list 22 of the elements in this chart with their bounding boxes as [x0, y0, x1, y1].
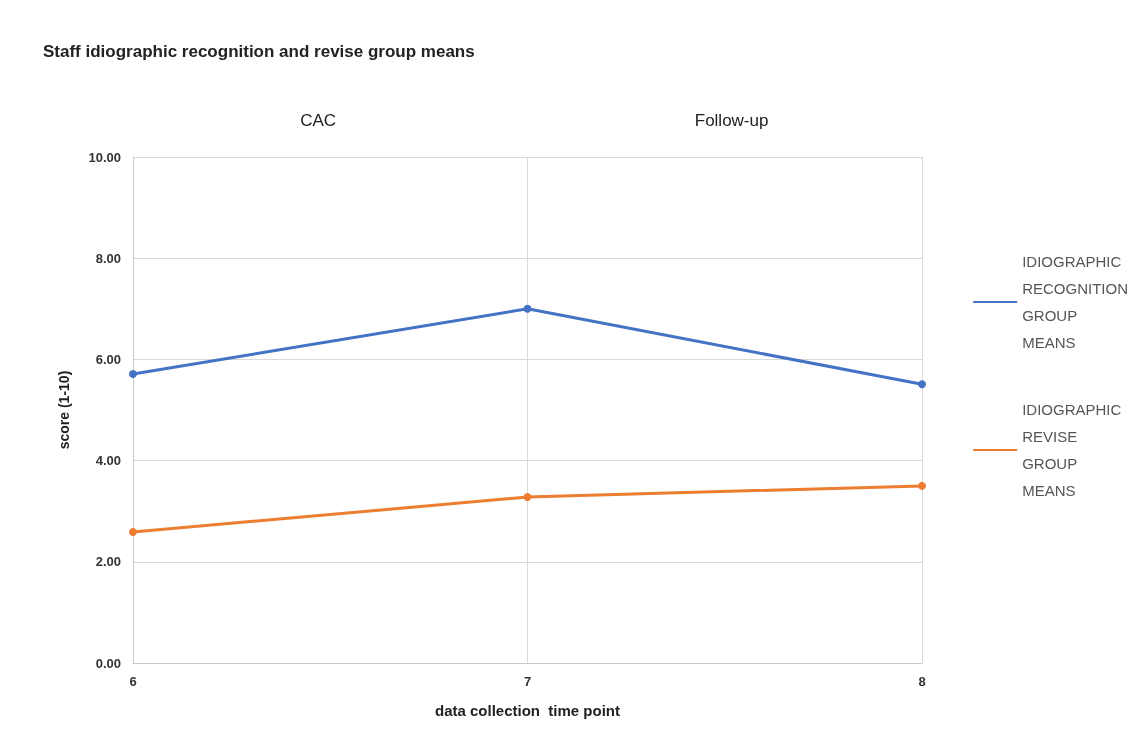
point	[918, 380, 926, 389]
y-tick-label: 4.00	[95, 453, 121, 469]
text: Follow-up	[694, 111, 769, 130]
x-tick-label: 7	[523, 674, 532, 689]
y-tick-label: 10.00	[88, 149, 121, 165]
text: CAC	[300, 111, 337, 130]
point	[918, 481, 926, 490]
x-axis-title: data collection time point	[434, 702, 621, 719]
point	[129, 527, 137, 536]
x-tick-label: 6	[129, 674, 137, 689]
y-tick-label: 8.00	[95, 250, 121, 266]
legend-label: IDIOGRAPHIC RECOGNITION GROUP MEANS	[1022, 253, 1129, 351]
point	[523, 493, 532, 502]
y-tick-label: 2.00	[95, 554, 121, 570]
point	[129, 370, 137, 379]
point	[523, 304, 532, 313]
chart-title: Staff idiographic recognition and revise group means	[43, 42, 475, 61]
y-tick-label: 0.00	[95, 655, 121, 671]
y-tick-label: 6.00	[95, 351, 121, 367]
y-axis-title: score (1-10)	[56, 370, 72, 450]
legend-label: IDIOGRAPHIC REVISE GROUP MEANS	[1022, 401, 1122, 499]
x-tick-label: 8	[918, 674, 926, 689]
